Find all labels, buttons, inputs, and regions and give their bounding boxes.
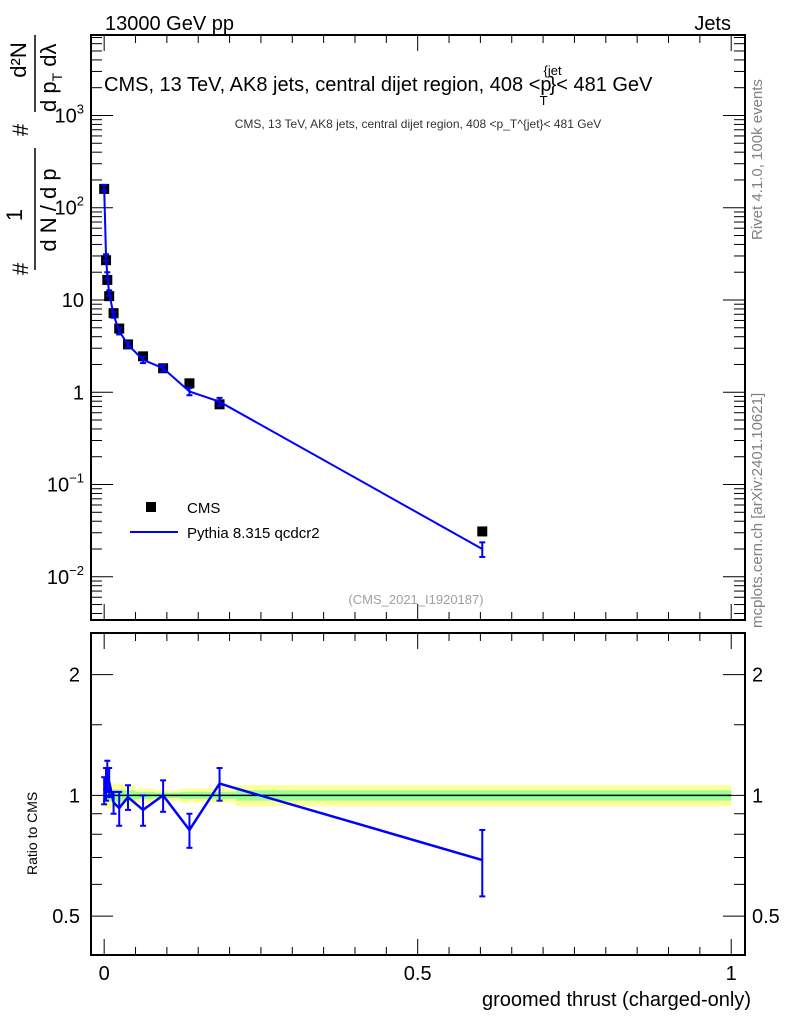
- y-tick-label: 10−1: [47, 471, 84, 497]
- y-axis-label: # 1 d N / d p # d²N d pT dλ: [2, 35, 65, 275]
- plot-title-plain: CMS, 13 TeV, AK8 jets, central dijet reg…: [235, 117, 602, 131]
- y-tick-label: 103: [55, 101, 84, 127]
- ratio-y-tick-label-right: 0.5: [752, 906, 780, 928]
- y-label-den1: d N / d p: [36, 168, 61, 251]
- y-label-den2: d pT dλ: [36, 43, 65, 112]
- y-tick-label: 10: [62, 290, 84, 312]
- x-tick-label: 0: [99, 963, 110, 985]
- legend: CMS Pythia 8.315 qcdcr2: [130, 500, 320, 542]
- rivet-version-label: Rivet 4.1.0, 100k events: [749, 79, 766, 240]
- y-tick-label: 1: [73, 382, 84, 404]
- x-axis-label: groomed thrust (charged-only): [482, 989, 751, 1011]
- cms-point: [184, 378, 195, 389]
- legend-mc-label: Pythia 8.315 qcdcr2: [187, 525, 320, 542]
- analysis-annotation: (CMS_2021_I1920187): [348, 592, 483, 607]
- ratio-y-tick-label-right: 2: [752, 665, 763, 687]
- legend-cms-marker: [146, 502, 156, 512]
- header-right: Jets: [694, 13, 731, 35]
- ratio-y-tick-label-right: 1: [752, 785, 763, 807]
- plot-title: CMS, 13 TeV, AK8 jets, central dijet reg…: [104, 63, 653, 108]
- y-tick-label: 102: [55, 194, 84, 220]
- mc-line: [103, 187, 483, 550]
- y-label-num1: 1: [2, 209, 27, 221]
- ratio-y-tick-label: 2: [69, 665, 80, 687]
- legend-cms-label: CMS: [187, 500, 220, 517]
- mc-uncertainty-band: [104, 783, 732, 809]
- y-label-num2: d²N: [6, 42, 31, 77]
- y-label-hash: #: [8, 262, 33, 275]
- x-tick-label: 1: [726, 963, 737, 985]
- mcplots-label: mcplots.cern.ch [arXiv:2401.10621]: [749, 393, 766, 628]
- x-tick-label: 0.5: [404, 963, 432, 985]
- ratio-y-tick-label: 1: [69, 785, 80, 807]
- header-left: 13000 GeV pp: [105, 13, 234, 35]
- y-tick-label: 10−2: [47, 563, 84, 589]
- ratio-y-label: Ratio to CMS: [24, 792, 40, 875]
- ratio-y-tick-label: 0.5: [52, 906, 80, 928]
- y-label-hash-2: #: [8, 123, 33, 136]
- cms-point: [477, 526, 488, 537]
